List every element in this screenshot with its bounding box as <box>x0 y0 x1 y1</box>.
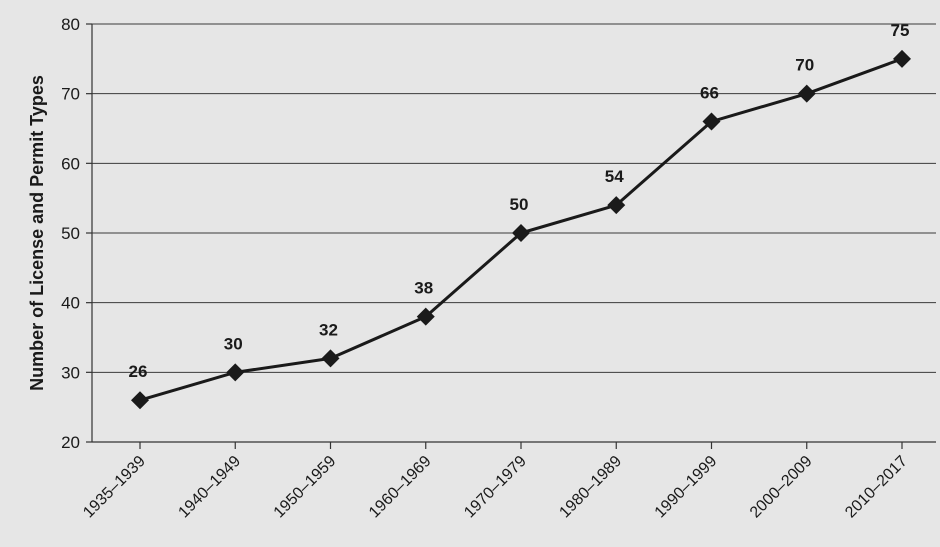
x-tick-label: 2010–2017 <box>842 453 911 522</box>
x-tick-label: 2000–2009 <box>747 453 816 522</box>
x-tick-label: 1940–1949 <box>175 453 244 522</box>
data-label: 54 <box>605 167 624 186</box>
data-label: 32 <box>319 320 338 339</box>
data-point-marker <box>321 349 340 368</box>
data-label: 38 <box>414 279 433 298</box>
x-tick-label: 1935–1939 <box>80 453 149 522</box>
x-tick-label: 1970–1979 <box>461 453 530 522</box>
y-axis-label: Number of License and Permit Types <box>27 75 47 391</box>
y-tick-label: 70 <box>61 85 80 104</box>
data-point-marker <box>702 112 721 131</box>
data-point-marker <box>226 363 245 382</box>
x-axis-ticks: 1935–1939 1940–1949 1950–1959 1960–1969 1970… <box>80 442 911 521</box>
data-label: 70 <box>795 56 814 75</box>
y-tick-label: 30 <box>61 363 80 382</box>
x-tick-label: 1990–1999 <box>652 453 721 522</box>
data-label: 50 <box>510 195 529 214</box>
data-point-marker <box>797 84 816 103</box>
data-labels: 26 30 32 38 50 54 66 70 75 <box>129 21 910 381</box>
x-tick-label: 1960–1969 <box>366 453 435 522</box>
y-tick-label: 80 <box>61 15 80 34</box>
data-label: 26 <box>129 362 148 381</box>
data-label: 75 <box>891 21 910 40</box>
y-tick-label: 20 <box>61 433 80 452</box>
data-point-marker <box>131 391 149 410</box>
x-tick-label: 1980–1989 <box>556 453 625 522</box>
y-tick-label: 50 <box>61 224 80 243</box>
data-point-marker <box>893 49 911 68</box>
data-point-marker <box>512 224 530 242</box>
y-axis-ticks: 20 30 40 50 60 70 80 <box>61 15 92 452</box>
series-line-group <box>131 49 911 410</box>
data-label: 66 <box>700 84 719 103</box>
data-point-marker <box>607 196 626 215</box>
data-label: 30 <box>224 334 243 353</box>
x-tick-label: 1950–1959 <box>271 453 340 522</box>
data-point-marker <box>416 307 435 326</box>
y-tick-label: 60 <box>61 154 80 173</box>
y-tick-label: 40 <box>61 294 80 313</box>
